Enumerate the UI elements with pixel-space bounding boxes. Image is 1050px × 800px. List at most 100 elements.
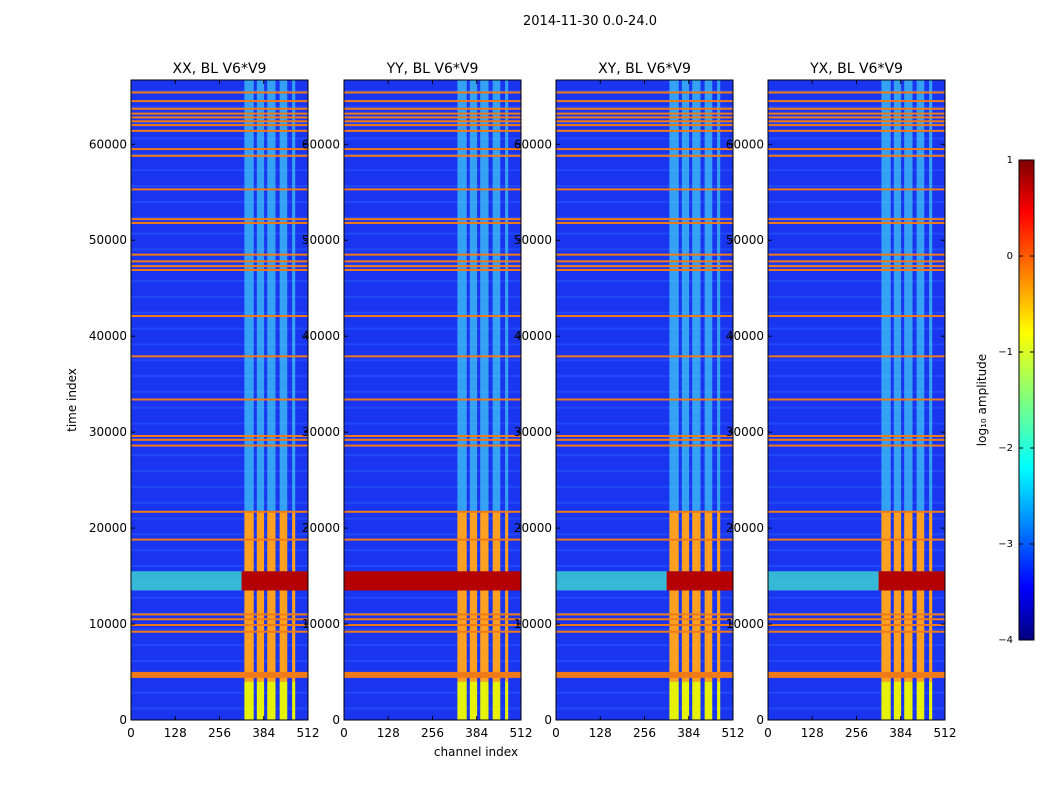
flagged-row <box>556 112 733 115</box>
noise-row <box>131 90 308 93</box>
flagged-row <box>768 253 945 256</box>
flagged-row <box>768 100 945 103</box>
noise-row <box>131 660 308 663</box>
noise-row <box>556 454 733 457</box>
x-tick-label: 0 <box>127 726 135 740</box>
flagged-row <box>344 265 521 268</box>
noise-row <box>768 375 945 378</box>
flagged-row <box>768 260 945 263</box>
y-tick-label: 60000 <box>302 137 340 151</box>
flagged-row <box>344 630 521 633</box>
noise-row <box>556 628 733 631</box>
flagged-row <box>344 444 521 447</box>
y-tick-label: 20000 <box>89 521 127 535</box>
noise-row <box>344 422 521 425</box>
flagged-row <box>768 188 945 191</box>
noise-row <box>344 343 521 346</box>
noise-row <box>131 359 308 362</box>
noise-row <box>556 311 733 314</box>
noise-row <box>344 596 521 599</box>
noise-row <box>344 517 521 520</box>
noise-row <box>344 90 521 93</box>
noise-row <box>344 533 521 536</box>
noise-row <box>768 359 945 362</box>
flagged-row <box>131 100 308 103</box>
flagged-row <box>768 618 945 621</box>
y-tick-label: 60000 <box>514 137 552 151</box>
flagged-row <box>131 120 308 123</box>
noise-row <box>131 549 308 552</box>
noise-row <box>344 359 521 362</box>
flagged-row <box>768 221 945 224</box>
flagged-row <box>131 265 308 268</box>
rfi-band-strong <box>692 511 701 682</box>
rfi-band-lower <box>267 681 276 720</box>
hot-band <box>666 571 733 591</box>
noise-row <box>768 153 945 156</box>
flagged-row <box>556 154 733 157</box>
flagged-row-wide <box>344 671 521 678</box>
rfi-band-upper <box>256 80 265 512</box>
rfi-band-upper <box>904 80 913 512</box>
rfi-band-lower <box>717 681 721 720</box>
noise-row <box>768 422 945 425</box>
x-tick-label: 384 <box>465 726 488 740</box>
flagged-row <box>768 91 945 94</box>
rfi-band-lower <box>692 681 701 720</box>
y-tick-label: 20000 <box>726 521 764 535</box>
y-tick-label: 50000 <box>302 233 340 247</box>
rfi-band-upper <box>292 80 296 512</box>
flagged-row <box>131 116 308 119</box>
noise-row <box>556 517 733 520</box>
panel-title: YY, BL V6*V9 <box>386 61 479 77</box>
noise-row <box>131 185 308 188</box>
noise-row <box>556 359 733 362</box>
noise-row <box>556 406 733 409</box>
flagged-row <box>768 116 945 119</box>
rfi-band-upper <box>717 80 721 512</box>
rfi-band-upper <box>480 80 489 512</box>
noise-row <box>768 137 945 140</box>
noise-row <box>344 454 521 457</box>
noise-row <box>768 295 945 298</box>
flagged-row <box>556 268 733 271</box>
noise-row <box>131 153 308 156</box>
noise-row <box>131 169 308 172</box>
flagged-row <box>768 218 945 221</box>
noise-row <box>344 137 521 140</box>
noise-row <box>768 596 945 599</box>
flagged-row <box>131 315 308 318</box>
rfi-band-lower <box>681 681 690 720</box>
rfi-band-strong <box>292 511 296 682</box>
flagged-row <box>556 221 733 224</box>
flagged-row <box>556 434 733 437</box>
noise-row <box>556 343 733 346</box>
colorbar-tick-label: −1 <box>998 347 1013 358</box>
noise-row <box>556 137 733 140</box>
rfi-band-lower <box>279 681 288 720</box>
noise-row <box>556 691 733 694</box>
y-tick-label: 50000 <box>514 233 552 247</box>
flagged-row <box>556 624 733 627</box>
noise-row <box>131 121 308 124</box>
x-tick-label: 384 <box>889 726 912 740</box>
noise-row <box>768 232 945 235</box>
flagged-row <box>768 154 945 157</box>
flagged-row <box>768 434 945 437</box>
x-tick-label: 256 <box>633 726 656 740</box>
colorbar: 1 0 −1 −2 −3 −4 log₁₀ amplitude <box>975 155 1035 646</box>
noise-row <box>556 232 733 235</box>
flagged-row <box>344 154 521 157</box>
flagged-row <box>344 510 521 513</box>
noise-row <box>131 470 308 473</box>
x-tick-label: 0 <box>340 726 348 740</box>
noise-row <box>768 707 945 710</box>
noise-row <box>768 549 945 552</box>
rfi-band-upper <box>469 80 478 512</box>
flagged-row <box>768 613 945 616</box>
flagged-row <box>131 624 308 627</box>
noise-row <box>131 565 308 568</box>
flagged-row <box>768 438 945 441</box>
rfi-band-lower <box>669 681 679 720</box>
noise-row <box>344 216 521 219</box>
